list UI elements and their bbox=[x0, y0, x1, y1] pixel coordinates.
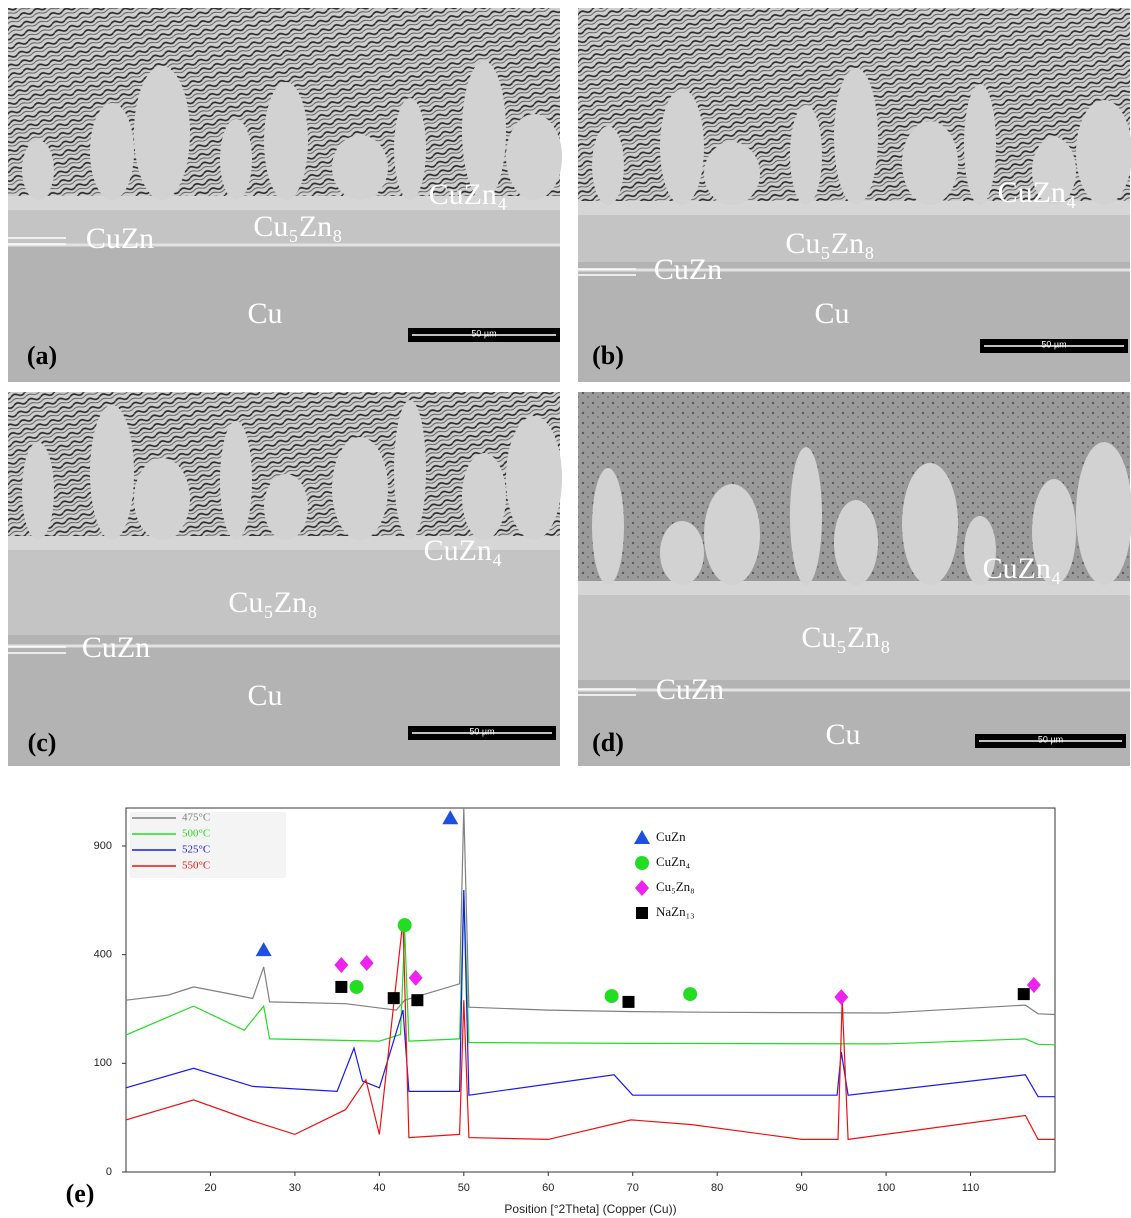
dendrite bbox=[704, 142, 760, 205]
phase-label: CuZn₄ bbox=[983, 552, 1062, 585]
dendrite bbox=[506, 416, 562, 540]
legend-label: Cu₅Zn₈ bbox=[656, 879, 695, 894]
phase-label: CuZn bbox=[82, 631, 150, 664]
dendrite bbox=[660, 521, 704, 585]
x-tick-label: 20 bbox=[204, 1182, 216, 1194]
y-tick-label: 100 bbox=[94, 1057, 112, 1069]
scale-bar-label: 50 µm bbox=[1041, 339, 1066, 349]
x-tick-label: 40 bbox=[373, 1182, 385, 1194]
phase-label: Cu₅Zn₈ bbox=[785, 227, 874, 260]
phase-label: CuZn bbox=[654, 253, 722, 286]
scale-bar-label: 50 µm bbox=[1038, 734, 1063, 744]
dendrite bbox=[1076, 100, 1131, 205]
dendrite bbox=[592, 468, 624, 585]
phase-marker bbox=[605, 989, 619, 1003]
y-tick-label: 0 bbox=[106, 1166, 112, 1178]
legend-symbol bbox=[635, 856, 649, 870]
figure: CuZn₄Cu₅Zn₈CuZnCu(a)50 µmCuZn₄Cu₅Zn₈CuZn… bbox=[0, 0, 1131, 1218]
micrograph: CuZn₄ Cu₅Zn₈ CuZn Cu (d) 50 µm bbox=[578, 392, 1131, 766]
y-tick-label: 400 bbox=[94, 949, 112, 961]
dendrite bbox=[22, 442, 54, 540]
phase-label: CuZn₄ bbox=[429, 178, 508, 211]
x-tick-label: 50 bbox=[458, 1182, 470, 1194]
panel-label: (a) bbox=[27, 341, 57, 370]
micrograph: CuZn₄ Cu₅Zn₈ CuZn Cu (a) 50 µm bbox=[8, 8, 562, 382]
dendrite bbox=[220, 421, 252, 540]
dendrite bbox=[902, 463, 958, 585]
dendrite bbox=[660, 89, 704, 205]
dendrite bbox=[332, 135, 388, 200]
y-tick-label: 900 bbox=[94, 840, 112, 852]
dendrite bbox=[592, 126, 624, 205]
phase-label: Cu bbox=[247, 679, 282, 712]
legend-label: 475°C bbox=[182, 812, 210, 824]
dendrite bbox=[22, 140, 54, 200]
dendrite bbox=[264, 82, 308, 200]
scale-bar-label: 50 µm bbox=[469, 726, 494, 736]
phase-label: Cu bbox=[814, 297, 849, 330]
x-tick-label: 80 bbox=[711, 1182, 723, 1194]
x-tick-label: 100 bbox=[877, 1182, 895, 1194]
phase-label: Cu₅Zn₈ bbox=[253, 210, 342, 243]
phase-marker bbox=[623, 996, 635, 1008]
dendrite bbox=[790, 447, 822, 585]
phase-marker bbox=[350, 980, 364, 994]
dendrite bbox=[834, 68, 878, 205]
x-tick-label: 60 bbox=[542, 1182, 554, 1194]
dendrite bbox=[332, 437, 388, 540]
x-tick-label: 70 bbox=[627, 1182, 639, 1194]
dendrite bbox=[220, 119, 252, 200]
legend-label: 550°C bbox=[182, 860, 210, 872]
panel-label: (d) bbox=[592, 728, 624, 757]
phase-marker bbox=[1018, 988, 1030, 1000]
phase-label: CuZn bbox=[656, 673, 724, 706]
phase-label: Cu₅Zn₈ bbox=[228, 586, 317, 619]
phase-marker bbox=[335, 981, 347, 993]
micrograph: CuZn₄ Cu₅Zn₈ CuZn Cu (b) 50 µm bbox=[578, 8, 1131, 382]
dendrite bbox=[134, 458, 190, 540]
micrograph: CuZn₄ Cu₅Zn₈ CuZn Cu (c) 50 µm bbox=[8, 392, 562, 766]
x-axis-label: Position [°2Theta] (Copper (Cu)) bbox=[504, 1202, 676, 1216]
phase-marker bbox=[411, 994, 423, 1006]
phase-label: CuZn₄ bbox=[424, 534, 503, 567]
dendrite bbox=[902, 121, 958, 205]
legend-symbol bbox=[636, 907, 648, 919]
phase-label: Cu bbox=[247, 297, 282, 330]
legend-label: CuZn₄ bbox=[656, 854, 691, 869]
legend-label: NaZn₁₃ bbox=[656, 904, 695, 919]
legend-label: 500°C bbox=[182, 828, 210, 840]
phase-label: Cu bbox=[825, 718, 860, 751]
panel-label: (b) bbox=[592, 341, 624, 370]
dendrite bbox=[90, 405, 134, 540]
phase-label: Cu₅Zn₈ bbox=[801, 621, 890, 654]
dendrite bbox=[462, 453, 506, 540]
dendrite bbox=[834, 500, 878, 585]
dendrite bbox=[394, 400, 426, 540]
dendrite bbox=[394, 98, 426, 200]
dendrite bbox=[790, 105, 822, 205]
x-tick-label: 110 bbox=[962, 1182, 980, 1194]
dendrite bbox=[264, 474, 308, 540]
phase-label: CuZn₄ bbox=[998, 176, 1077, 209]
legend-label: CuZn bbox=[656, 829, 686, 844]
dendrite bbox=[90, 103, 134, 200]
dendrite bbox=[964, 84, 996, 205]
scale-bar-label: 50 µm bbox=[471, 328, 496, 338]
phase-marker bbox=[388, 992, 400, 1004]
panel-label: (c) bbox=[28, 728, 57, 757]
dendrite bbox=[704, 484, 760, 585]
legend-label: 525°C bbox=[182, 844, 210, 856]
phase-marker bbox=[398, 918, 412, 932]
panel-label: (e) bbox=[66, 1179, 95, 1208]
x-tick-label: 90 bbox=[796, 1182, 808, 1194]
phase-marker bbox=[683, 987, 697, 1001]
dendrite bbox=[506, 114, 562, 200]
dendrite bbox=[134, 66, 190, 200]
dendrite bbox=[1076, 442, 1131, 585]
phase-label: CuZn bbox=[86, 222, 154, 255]
x-tick-label: 30 bbox=[289, 1182, 301, 1194]
